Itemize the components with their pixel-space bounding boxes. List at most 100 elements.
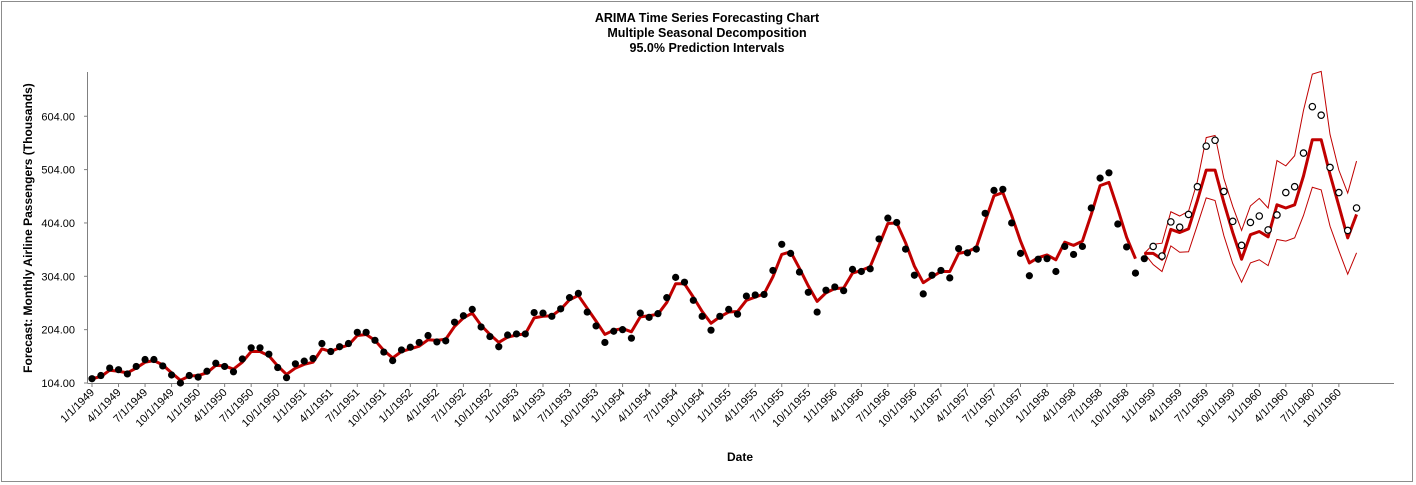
actual-point [654, 310, 662, 318]
actual-point [636, 309, 644, 317]
actual-point [990, 186, 998, 195]
actual-point [512, 330, 521, 338]
actual-point [574, 289, 582, 297]
actual-point [539, 309, 547, 317]
actual-point [265, 350, 273, 358]
actual-point [1016, 249, 1025, 257]
actual-point [689, 296, 697, 304]
actual-point [910, 271, 918, 279]
actual-point [618, 326, 627, 334]
holdout-point [1237, 241, 1246, 250]
y-tick-label: 504.00 [41, 165, 75, 177]
actual-point [380, 348, 388, 356]
actual-point [114, 366, 123, 374]
holdout-point [1211, 136, 1219, 145]
actual-point [672, 273, 680, 281]
axes [87, 72, 1394, 384]
actual-point [1061, 242, 1069, 251]
actual-point [123, 370, 131, 378]
holdout-point [1282, 188, 1290, 197]
holdout-point [1149, 242, 1157, 251]
actual-point [88, 375, 96, 383]
actual-point [132, 362, 140, 371]
actual-point [1008, 219, 1016, 227]
actual-point [459, 312, 468, 320]
actual-point [583, 308, 591, 316]
actual-point [97, 371, 105, 380]
actual-point [698, 312, 706, 320]
actual-point [486, 332, 494, 341]
y-tick-label: 304.00 [41, 271, 75, 283]
actual-point [424, 331, 432, 340]
actual-point [1078, 242, 1087, 251]
actual-point [663, 294, 671, 302]
actual-point [106, 364, 114, 372]
holdout-point [1228, 217, 1237, 226]
actual-point [1052, 267, 1060, 276]
actual-point [1043, 255, 1051, 263]
holdout-point [1255, 212, 1264, 220]
actual-point [857, 267, 865, 276]
actual-point [1069, 250, 1078, 259]
actual-point [680, 278, 689, 286]
actual-point [336, 343, 344, 351]
actual-point [866, 265, 874, 273]
actual-point [433, 338, 441, 346]
holdout-point [1343, 226, 1352, 235]
actual-point [901, 245, 910, 253]
upper-prediction-interval-line [1143, 70, 1358, 254]
y-ticks: 104.00 204.00 304.00 404.00 504.00 604.00 [41, 111, 88, 390]
actual-point [406, 343, 414, 351]
y-tick-label: 104.00 [41, 378, 75, 390]
lower-prediction-interval-line [1143, 186, 1358, 284]
holdout-point [1308, 102, 1317, 111]
holdout-point [1184, 210, 1193, 219]
actual-point [477, 323, 485, 331]
actual-point [848, 265, 857, 273]
actual-point [229, 368, 238, 376]
actual-point [389, 356, 397, 365]
actual-point [238, 355, 246, 363]
holdout-point [1158, 252, 1166, 260]
actual-point [256, 344, 264, 352]
actual-point [813, 308, 821, 316]
actual-point [795, 268, 804, 276]
actual-point [963, 249, 972, 257]
holdout-point [1335, 188, 1343, 197]
chart-title-block: ARIMA Time Series Forecasting Chart Mult… [0, 11, 1414, 56]
actual-point [707, 326, 715, 334]
holdout-point [1167, 218, 1175, 226]
actual-point [521, 330, 529, 338]
actual-point [530, 308, 538, 317]
actual-point [884, 214, 892, 222]
actual-point [1025, 272, 1033, 280]
actual-point [159, 362, 167, 370]
holdout-point [1246, 218, 1255, 227]
y-tick-label: 604.00 [41, 111, 75, 123]
y-tick-label: 404.00 [41, 218, 75, 230]
actual-point [318, 339, 326, 348]
chart-subtitle-decomposition: Multiple Seasonal Decomposition [607, 26, 807, 40]
actual-point [645, 313, 653, 321]
actual-point [937, 266, 945, 275]
actual-point [344, 339, 353, 348]
actual-point [1087, 204, 1095, 212]
holdout-point [1326, 163, 1334, 172]
actual-point [778, 240, 786, 248]
forecast-line [1144, 138, 1358, 261]
chart-subtitle-intervals: 95.0% Prediction Intervals [629, 41, 785, 55]
holdout-point [1299, 149, 1308, 157]
actual-point [274, 363, 282, 372]
actual-point [840, 287, 848, 295]
actual-point [442, 337, 450, 345]
actual-point [601, 338, 609, 347]
actual-point [291, 360, 299, 368]
actual-point [972, 245, 980, 253]
holdout-point [1317, 111, 1325, 119]
actual-point [893, 218, 901, 227]
actual-point [1140, 255, 1148, 263]
series [88, 70, 1361, 387]
y-axis-label: Forecast: Monthly Airline Passengers (Th… [21, 83, 35, 373]
actual-point [804, 288, 812, 296]
actual-point [362, 328, 370, 336]
